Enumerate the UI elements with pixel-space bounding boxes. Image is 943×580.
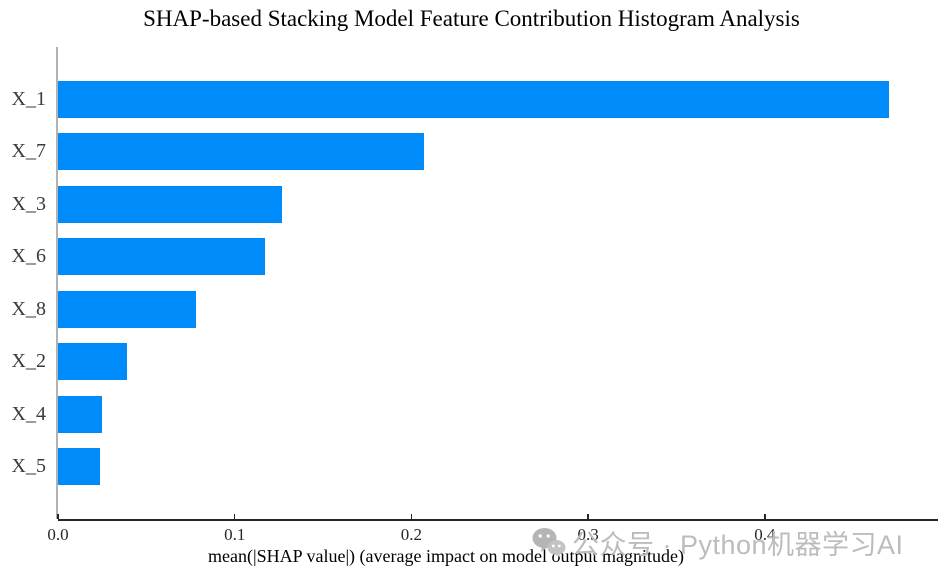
x-axis-label: mean(|SHAP value|) (average impact on mo… (208, 546, 684, 566)
x-tick-label: 0.0 (47, 525, 69, 544)
x-tick (587, 514, 589, 519)
x-tick-label: 0.3 (577, 525, 599, 544)
y-tick-label: X_8 (11, 297, 46, 320)
y-tick-label: X_1 (11, 87, 46, 110)
x-tick-label: 0.2 (400, 525, 423, 544)
bar (58, 448, 101, 486)
chart-title: SHAP-based Stacking Model Feature Contri… (143, 6, 800, 31)
bar (58, 133, 424, 171)
y-tick-label: X_6 (11, 245, 46, 268)
y-axis-spine (56, 47, 58, 519)
y-tick-label: X_4 (11, 402, 46, 425)
y-tick-label: X_7 (11, 140, 46, 163)
bar (58, 395, 103, 433)
x-tick (764, 514, 766, 519)
x-tick (234, 514, 236, 519)
x-tick-label: 0.4 (754, 525, 776, 544)
bar (58, 185, 283, 223)
bar (58, 238, 265, 276)
y-tick-label: X_5 (11, 455, 46, 478)
x-tick-label: 0.1 (224, 525, 246, 544)
x-tick (57, 514, 59, 519)
bar (58, 343, 127, 381)
x-tick (410, 514, 413, 519)
bar (58, 290, 196, 328)
y-tick-label: X_3 (11, 192, 46, 215)
y-tick-label: X_2 (11, 350, 46, 373)
x-axis-spine (58, 519, 938, 521)
bar (58, 80, 889, 118)
